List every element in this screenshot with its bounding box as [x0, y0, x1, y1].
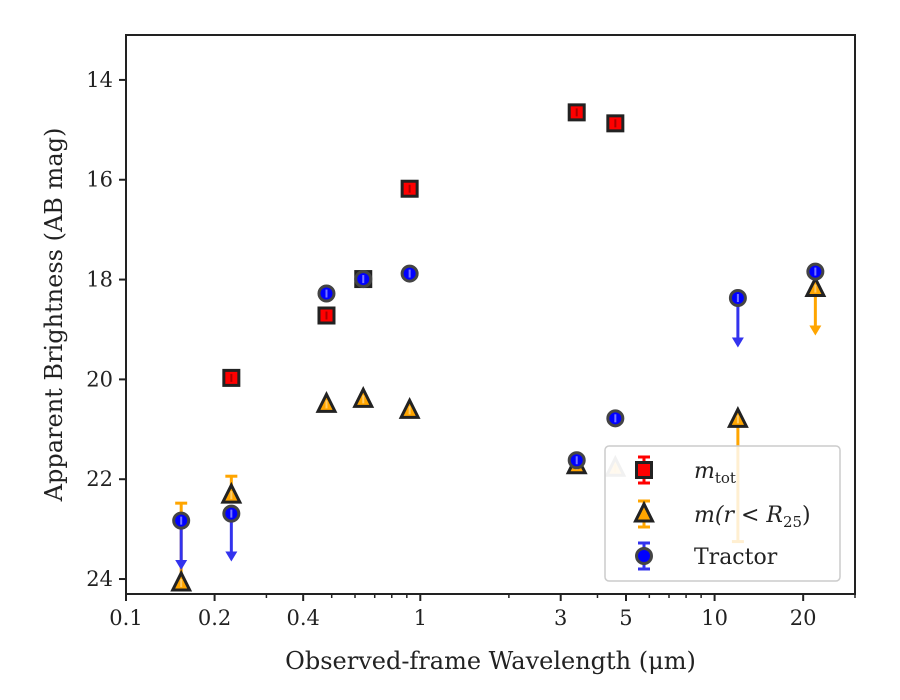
legend-marker-1 [633, 500, 655, 523]
y-tick-label-5: 24 [86, 567, 113, 591]
legend-label-0: mtot [694, 459, 736, 487]
y-tick-label-4: 22 [86, 467, 113, 491]
legend: mtot m(r < R25) Tractor [604, 445, 841, 582]
x-tick-label-2: 0.4 [286, 606, 319, 630]
plot-frame [125, 34, 856, 595]
legend-label-1: m(r < R25) [694, 503, 811, 531]
x-tick-label-6: 10 [701, 606, 728, 630]
legend-box [604, 445, 841, 582]
legend-marker-2 [635, 547, 653, 565]
x-tick-label-7: 20 [790, 606, 817, 630]
x-tick-label-0: 0.1 [109, 606, 142, 630]
y-tick-label-2: 18 [86, 268, 113, 292]
y-tick-label-1: 16 [86, 168, 113, 192]
y-tick-label-3: 20 [86, 367, 113, 391]
x-tick-label-4: 3 [554, 606, 567, 630]
x-axis-label: Observed-frame Wavelength (μm) [285, 647, 696, 675]
x-tick-label-3: 1 [414, 606, 427, 630]
legend-label-2: Tractor [694, 545, 778, 570]
axes: 0.1 0.2 0.4 1 3 5 10 20 14 16 18 20 22 24 Observed-fra… [40, 34, 856, 675]
y-tick-label-0: 14 [86, 68, 113, 92]
x-tick-label-1: 0.2 [198, 606, 231, 630]
legend-marker-0 [635, 461, 653, 479]
y-axis-label: Apparent Brightness (AB mag) [40, 128, 68, 503]
x-tick-label-5: 5 [619, 606, 632, 630]
plot-area [170, 103, 827, 592]
